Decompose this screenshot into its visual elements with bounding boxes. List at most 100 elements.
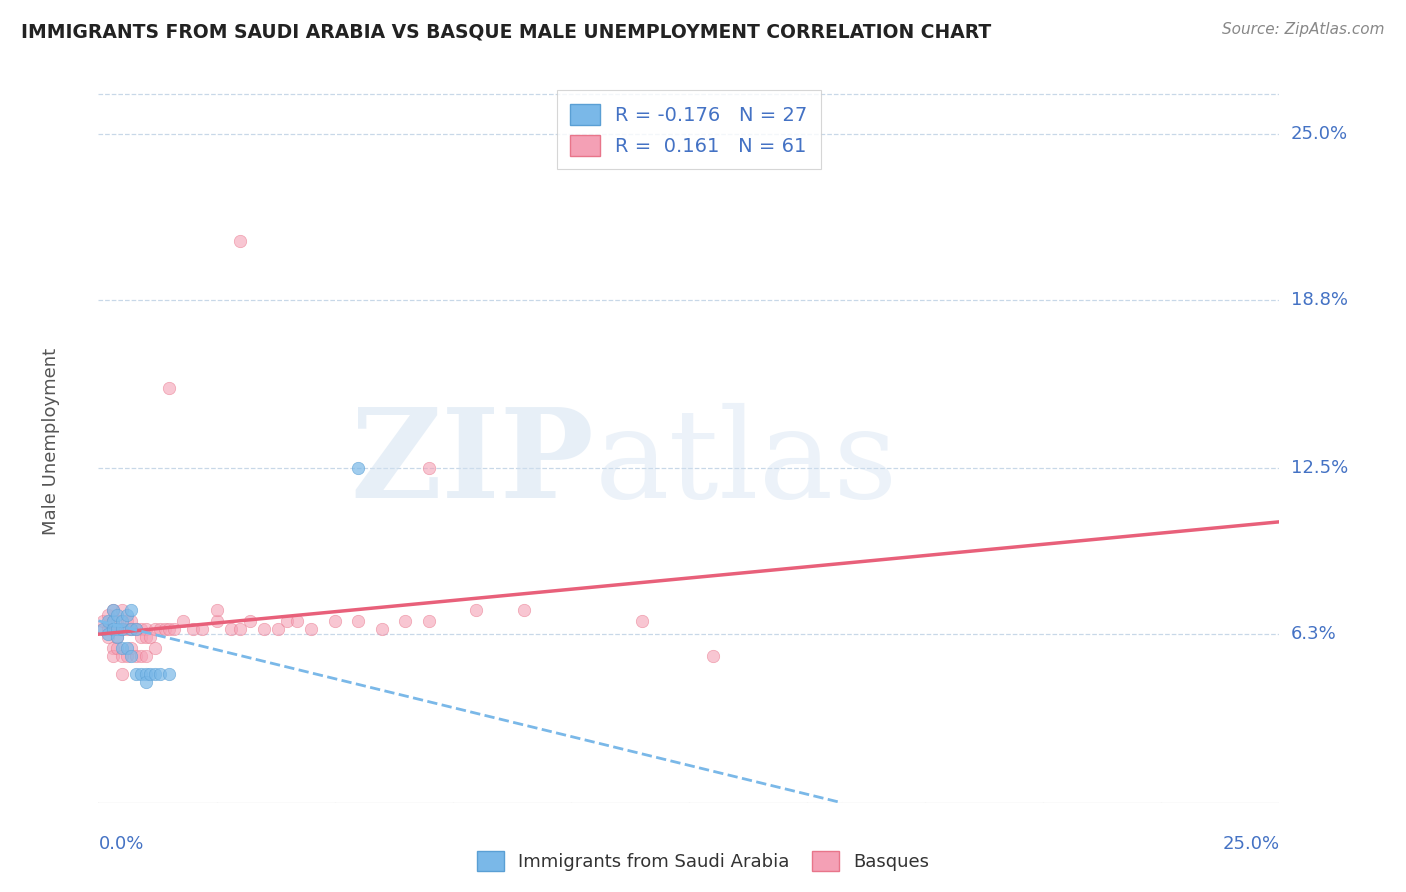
- Text: 6.3%: 6.3%: [1291, 625, 1336, 643]
- Text: Source: ZipAtlas.com: Source: ZipAtlas.com: [1222, 22, 1385, 37]
- Point: [125, 622, 148, 636]
- Point: [111, 640, 134, 655]
- Point: [139, 667, 162, 681]
- Legend: Immigrants from Saudi Arabia, Basques: Immigrants from Saudi Arabia, Basques: [470, 844, 936, 879]
- Point: [253, 622, 276, 636]
- Point: [149, 667, 172, 681]
- Point: [143, 667, 166, 681]
- Point: [153, 622, 176, 636]
- Point: [465, 603, 488, 617]
- Point: [129, 667, 152, 681]
- Point: [129, 648, 152, 663]
- Point: [121, 603, 143, 617]
- Point: [135, 648, 157, 663]
- Point: [101, 614, 124, 628]
- Point: [115, 622, 138, 636]
- Text: 0.0%: 0.0%: [98, 835, 143, 853]
- Point: [205, 603, 228, 617]
- Point: [267, 622, 290, 636]
- Point: [121, 614, 143, 628]
- Point: [157, 622, 180, 636]
- Point: [121, 640, 143, 655]
- Text: ZIP: ZIP: [350, 402, 595, 524]
- Point: [323, 614, 346, 628]
- Point: [115, 614, 138, 628]
- Point: [101, 648, 124, 663]
- Point: [630, 614, 652, 628]
- Text: 18.8%: 18.8%: [1291, 291, 1347, 309]
- Point: [143, 622, 166, 636]
- Point: [111, 667, 134, 681]
- Point: [512, 603, 534, 617]
- Text: 25.0%: 25.0%: [1291, 125, 1348, 143]
- Point: [418, 614, 440, 628]
- Point: [101, 622, 124, 636]
- Point: [111, 603, 134, 617]
- Point: [121, 622, 143, 636]
- Text: IMMIGRANTS FROM SAUDI ARABIA VS BASQUE MALE UNEMPLOYMENT CORRELATION CHART: IMMIGRANTS FROM SAUDI ARABIA VS BASQUE M…: [21, 22, 991, 41]
- Point: [111, 648, 134, 663]
- Point: [105, 622, 128, 636]
- Text: Male Unemployment: Male Unemployment: [42, 348, 60, 535]
- Point: [143, 640, 166, 655]
- Point: [97, 627, 120, 641]
- Point: [121, 622, 143, 636]
- Point: [129, 630, 152, 644]
- Point: [181, 622, 204, 636]
- Point: [115, 640, 138, 655]
- Point: [105, 622, 128, 636]
- Point: [97, 614, 120, 628]
- Point: [125, 648, 148, 663]
- Point: [97, 622, 120, 636]
- Point: [101, 622, 124, 636]
- Point: [101, 603, 124, 617]
- Point: [111, 614, 134, 628]
- Text: 12.5%: 12.5%: [1291, 459, 1348, 477]
- Point: [135, 630, 157, 644]
- Legend: R = -0.176   N = 27, R =  0.161   N = 61: R = -0.176 N = 27, R = 0.161 N = 61: [557, 90, 821, 169]
- Point: [97, 608, 120, 623]
- Point: [121, 648, 143, 663]
- Point: [135, 667, 157, 681]
- Point: [105, 614, 128, 628]
- Point: [157, 667, 180, 681]
- Point: [105, 608, 128, 623]
- Point: [702, 648, 724, 663]
- Point: [149, 622, 172, 636]
- Point: [91, 622, 114, 636]
- Point: [347, 461, 370, 475]
- Point: [135, 675, 157, 690]
- Point: [157, 381, 180, 395]
- Point: [191, 622, 214, 636]
- Point: [239, 614, 262, 628]
- Point: [129, 622, 152, 636]
- Point: [172, 614, 194, 628]
- Point: [418, 461, 440, 475]
- Point: [229, 622, 252, 636]
- Point: [105, 640, 128, 655]
- Text: 25.0%: 25.0%: [1222, 835, 1279, 853]
- Point: [97, 630, 120, 644]
- Point: [115, 608, 138, 623]
- Point: [394, 614, 416, 628]
- Point: [135, 622, 157, 636]
- Point: [205, 614, 228, 628]
- Point: [285, 614, 308, 628]
- Point: [105, 630, 128, 644]
- Point: [347, 614, 370, 628]
- Text: atlas: atlas: [595, 402, 898, 524]
- Point: [163, 622, 186, 636]
- Point: [276, 614, 298, 628]
- Point: [139, 630, 162, 644]
- Point: [125, 622, 148, 636]
- Point: [111, 622, 134, 636]
- Point: [219, 622, 242, 636]
- Point: [101, 603, 124, 617]
- Point: [115, 648, 138, 663]
- Point: [91, 614, 114, 628]
- Point: [229, 234, 252, 248]
- Point: [371, 622, 394, 636]
- Point: [91, 622, 114, 636]
- Point: [101, 614, 124, 628]
- Point: [105, 630, 128, 644]
